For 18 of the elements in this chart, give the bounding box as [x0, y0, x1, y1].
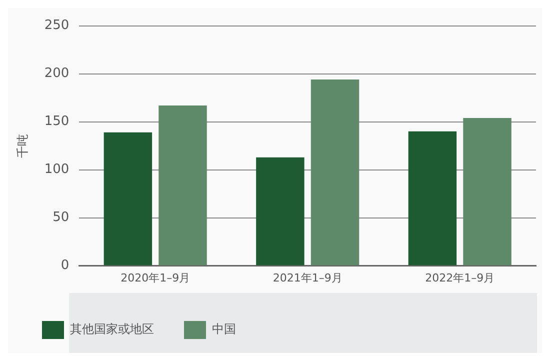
legend-label: 中国: [212, 322, 236, 336]
y-tick-label: 200: [44, 66, 70, 82]
y-tick-label: 100: [44, 162, 70, 178]
y-tick-label: 150: [44, 114, 70, 130]
bar: [463, 118, 512, 266]
bar: [256, 157, 304, 266]
y-tick-label: 0: [60, 258, 70, 274]
y-tick-label: 250: [44, 18, 70, 34]
x-tick-label: 2022年1–9月: [425, 271, 495, 284]
bar: [158, 105, 207, 266]
bar: [310, 80, 360, 266]
y-axis-title: 千吨: [15, 134, 30, 158]
bar: [104, 132, 152, 266]
x-tick-label: 2020年1–9月: [120, 271, 190, 284]
x-tick-label: 2021年1–9月: [272, 271, 342, 284]
bar: [408, 131, 457, 266]
y-tick-label: 50: [52, 210, 70, 226]
legend-label: 其他国家或地区: [70, 322, 154, 336]
